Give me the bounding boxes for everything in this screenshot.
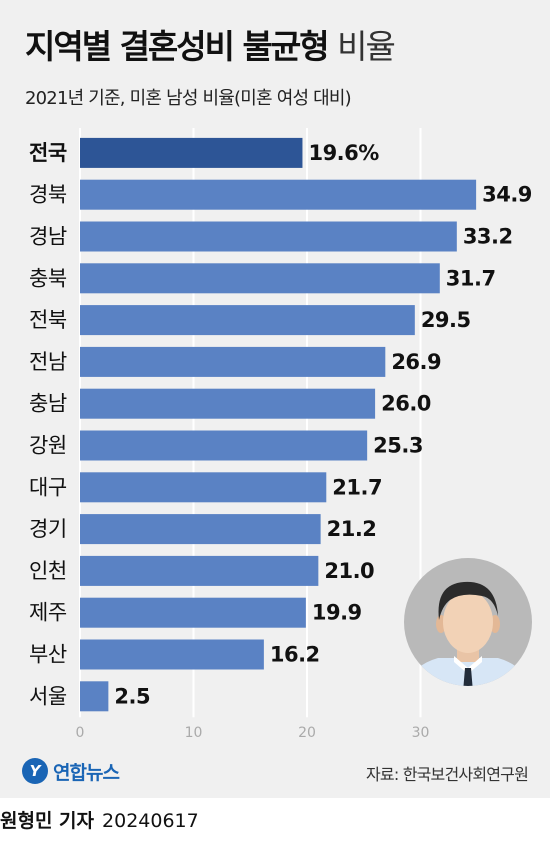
category-label: 전국 xyxy=(29,141,67,165)
grid-lines xyxy=(79,128,422,718)
x-tick-label: 20 xyxy=(298,725,316,741)
value-label: 21.2 xyxy=(327,517,377,541)
category-label: 제주 xyxy=(29,601,67,625)
category-label: 전북 xyxy=(29,308,67,332)
bar xyxy=(80,263,440,294)
category-label: 강원 xyxy=(29,434,67,458)
title-suffix: 비율 xyxy=(337,27,396,66)
bar xyxy=(80,388,376,419)
bar xyxy=(80,472,327,503)
bar xyxy=(80,514,321,545)
x-tick-label: 0 xyxy=(76,725,85,741)
bar xyxy=(80,555,319,586)
category-label: 경기 xyxy=(29,517,67,541)
reporter-name: 원형민 기자 xyxy=(0,810,95,832)
value-label: 19.6% xyxy=(308,141,379,165)
x-tick-label: 30 xyxy=(412,725,430,741)
credit-line: 원형민 기자 20240617 xyxy=(0,806,199,833)
subtitle: 2021년 기준, 미혼 남성 비율(미혼 여성 대비) xyxy=(25,88,352,109)
bars: 전국 19.6% 경북 34.9 경남 33.2 충북 31.7 전북 29.5 전남 26.9 충남 2… xyxy=(29,137,532,712)
bar xyxy=(80,346,386,377)
logo-mark-icon: Y xyxy=(22,758,48,784)
value-label: 21.7 xyxy=(332,475,382,499)
category-label: 충북 xyxy=(29,266,67,290)
person-avatar-icon xyxy=(404,558,532,686)
value-label: 16.2 xyxy=(270,643,320,667)
value-label: 33.2 xyxy=(463,225,513,249)
category-label: 충남 xyxy=(29,392,67,416)
category-label: 경남 xyxy=(29,225,67,249)
value-label: 2.5 xyxy=(114,684,150,708)
source-text: 자료: 한국보건사회연구원 xyxy=(366,765,529,784)
bar xyxy=(80,179,477,210)
x-axis-ticks: 0 10 20 30 xyxy=(76,725,430,741)
title-main: 지역별 결혼성비 불균형 xyxy=(25,27,330,66)
bar xyxy=(80,681,109,712)
bar xyxy=(80,639,264,670)
bar xyxy=(80,597,306,628)
value-label: 34.9 xyxy=(482,183,532,207)
value-label: 19.9 xyxy=(312,601,362,625)
x-tick-label: 10 xyxy=(185,725,203,741)
category-label: 서울 xyxy=(29,684,67,708)
bar-chart: 전국 19.6% 경북 34.9 경남 33.2 충북 31.7 전북 29.5 전남 26.9 충남 2… xyxy=(29,128,532,741)
bar xyxy=(80,305,415,336)
value-label: 29.5 xyxy=(421,308,471,332)
value-label: 31.7 xyxy=(446,266,496,290)
publish-date: 20240617 xyxy=(102,810,199,832)
value-label: 21.0 xyxy=(324,559,374,583)
page-title: 지역별 결혼성비 불균형 비율 xyxy=(25,20,396,68)
category-label: 경북 xyxy=(29,183,67,207)
category-label: 부산 xyxy=(29,643,67,667)
logo: Y 연합뉴스 xyxy=(22,757,120,785)
bar xyxy=(80,430,368,461)
logo-text: 연합뉴스 xyxy=(53,761,120,784)
bar xyxy=(80,137,303,168)
bar xyxy=(80,221,457,252)
category-label: 전남 xyxy=(29,350,67,374)
value-label: 26.0 xyxy=(381,392,431,416)
category-label: 인천 xyxy=(29,559,67,583)
value-label: 25.3 xyxy=(373,434,423,458)
category-label: 대구 xyxy=(29,475,67,499)
value-label: 26.9 xyxy=(391,350,441,374)
